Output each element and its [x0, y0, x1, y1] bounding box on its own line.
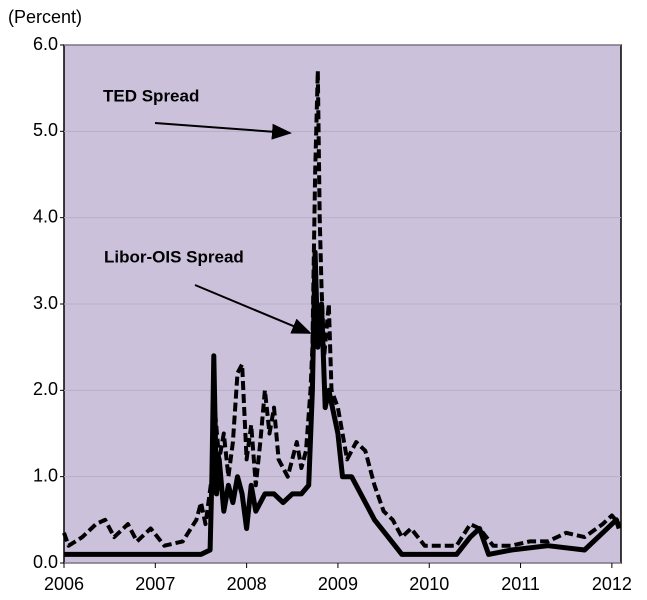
y-tick-label: 0.0 [33, 552, 58, 572]
annotation: Libor-OIS Spread [104, 247, 244, 266]
y-tick-label: 5.0 [33, 120, 58, 140]
unit-label: (Percent) [8, 7, 82, 27]
x-tick-label: 2007 [135, 574, 175, 594]
x-tick-label: 2008 [227, 574, 267, 594]
x-tick-label: 2010 [409, 574, 449, 594]
y-tick-label: 2.0 [33, 379, 58, 399]
y-tick-label: 1.0 [33, 465, 58, 485]
annotation: TED Spread [103, 86, 199, 105]
annotation-arrow [194, 284, 312, 334]
y-tick-label: 6.0 [33, 34, 58, 54]
y-tick-label: 4.0 [33, 206, 58, 226]
x-tick-label: 2006 [44, 574, 84, 594]
series-line [62, 68, 621, 548]
series-line [64, 249, 622, 557]
x-tick-label: 2012 [592, 574, 632, 594]
annotation-arrow [154, 122, 292, 140]
y-tick-label: 3.0 [33, 293, 58, 313]
x-tick-label: 2009 [318, 574, 358, 594]
x-tick-label: 2011 [501, 574, 540, 594]
